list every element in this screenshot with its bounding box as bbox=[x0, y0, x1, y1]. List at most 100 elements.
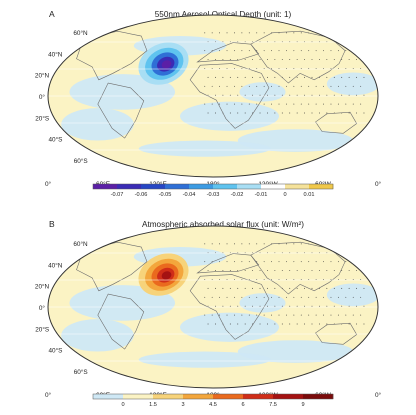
colorbar-label: 0 bbox=[283, 192, 286, 198]
colorbar-label: -0.05 bbox=[159, 192, 172, 198]
significance-dot bbox=[241, 32, 243, 34]
significance-dot bbox=[323, 50, 324, 52]
significance-dot bbox=[352, 103, 354, 105]
coastline bbox=[189, 274, 270, 340]
colorbar-swatch bbox=[153, 394, 184, 399]
significance-dot bbox=[263, 279, 265, 280]
colorbar-label: -0.02 bbox=[231, 192, 244, 198]
significance-dot bbox=[285, 261, 287, 263]
significance-dot bbox=[215, 270, 216, 271]
significance-dot bbox=[293, 85, 295, 87]
significance-dot bbox=[244, 323, 246, 325]
lat-tick-label: 60°N bbox=[73, 240, 88, 248]
colorbar-label: 0.01 bbox=[304, 192, 315, 198]
coastline bbox=[97, 82, 145, 139]
significance-dot bbox=[204, 243, 206, 245]
significance-dot bbox=[241, 261, 243, 263]
significance-dot bbox=[204, 296, 206, 298]
significance-dot bbox=[278, 85, 280, 87]
significance-dot bbox=[229, 305, 231, 307]
lon-tick-label: 0° bbox=[45, 391, 52, 399]
significance-dot bbox=[244, 270, 246, 271]
significance-dot bbox=[267, 287, 268, 289]
significance-dot bbox=[360, 279, 362, 280]
lat-tick-label: 40°N bbox=[48, 261, 63, 269]
significance-dot bbox=[300, 50, 302, 52]
significance-dot bbox=[252, 76, 254, 78]
significance-dot bbox=[356, 270, 357, 271]
lat-tick-label: 20°N bbox=[35, 72, 50, 80]
coastline bbox=[76, 30, 148, 81]
lat-tick-label: 60°S bbox=[74, 157, 88, 165]
map-panel-a: 550nm Aerosol Optical Depth (unit: 1) A 60… bbox=[35, 9, 382, 198]
anomaly-patch bbox=[61, 108, 134, 141]
significance-dot bbox=[337, 279, 339, 280]
significance-dot bbox=[263, 68, 265, 69]
significance-dot bbox=[244, 94, 246, 96]
significance-dot bbox=[333, 76, 335, 78]
significance-dot bbox=[207, 305, 209, 307]
significance-dot bbox=[267, 94, 268, 96]
colorbar-swatch bbox=[93, 184, 118, 189]
significance-dot bbox=[211, 85, 213, 87]
significance-dot bbox=[234, 261, 235, 263]
significance-dot bbox=[271, 314, 273, 316]
significance-dot bbox=[323, 296, 324, 298]
significance-dot bbox=[296, 305, 298, 307]
significance-dot bbox=[363, 59, 365, 60]
significance-dot bbox=[237, 323, 239, 325]
significance-dot bbox=[348, 112, 350, 114]
significance-dot bbox=[360, 50, 362, 52]
significance-dot bbox=[278, 261, 280, 263]
colorbar-label: -0.06 bbox=[135, 192, 148, 198]
significance-dot bbox=[281, 323, 283, 325]
significance-dot bbox=[300, 103, 302, 105]
significance-dot bbox=[293, 314, 295, 316]
significance-dot bbox=[356, 305, 357, 307]
significance-dot bbox=[330, 68, 332, 69]
significance-dot bbox=[207, 323, 209, 325]
significance-dot bbox=[341, 94, 343, 96]
significance-dot bbox=[285, 50, 287, 52]
anomaly-patch bbox=[326, 72, 378, 96]
significance-dot bbox=[360, 85, 362, 87]
significance-dot bbox=[293, 68, 295, 69]
significance-dot bbox=[285, 85, 287, 87]
significance-dot bbox=[259, 94, 261, 96]
significance-dot bbox=[281, 94, 283, 96]
anomaly-patch bbox=[69, 285, 176, 321]
significance-dot bbox=[271, 68, 273, 69]
colorbar-label: 3 bbox=[181, 402, 184, 408]
significance-dot bbox=[285, 314, 287, 316]
significance-dot bbox=[315, 50, 317, 52]
significance-dot bbox=[256, 279, 258, 280]
colorbar-swatch bbox=[273, 394, 304, 399]
colorbar-swatch bbox=[213, 394, 244, 399]
significance-dot bbox=[318, 323, 320, 325]
significance-dot bbox=[204, 279, 206, 280]
anomaly-patch bbox=[138, 140, 271, 157]
significance-dot bbox=[226, 103, 228, 105]
significance-dot bbox=[326, 76, 328, 78]
significance-dot bbox=[323, 279, 324, 280]
significance-dot bbox=[263, 261, 265, 263]
colorbar-label: -0.04 bbox=[183, 192, 196, 198]
colorbar-swatch bbox=[165, 184, 190, 189]
significance-dot bbox=[229, 76, 231, 78]
significance-dot bbox=[281, 112, 283, 114]
significance-dot bbox=[326, 94, 328, 96]
significance-dot bbox=[345, 85, 347, 87]
significance-dot bbox=[333, 305, 335, 307]
significance-dot bbox=[363, 270, 365, 271]
significance-dot bbox=[234, 279, 235, 280]
significance-dot bbox=[341, 270, 343, 271]
significance-dot bbox=[234, 103, 235, 105]
significance-dot bbox=[263, 314, 265, 316]
significance-dot bbox=[226, 68, 228, 69]
colorbar-swatch bbox=[261, 184, 286, 189]
map-border bbox=[47, 14, 379, 178]
significance-dot bbox=[323, 261, 324, 263]
significance-dot bbox=[345, 279, 347, 280]
colorbar-swatch bbox=[123, 394, 154, 399]
panel-title: Atmospheric absorbed solar flux (unit: W… bbox=[142, 220, 304, 229]
